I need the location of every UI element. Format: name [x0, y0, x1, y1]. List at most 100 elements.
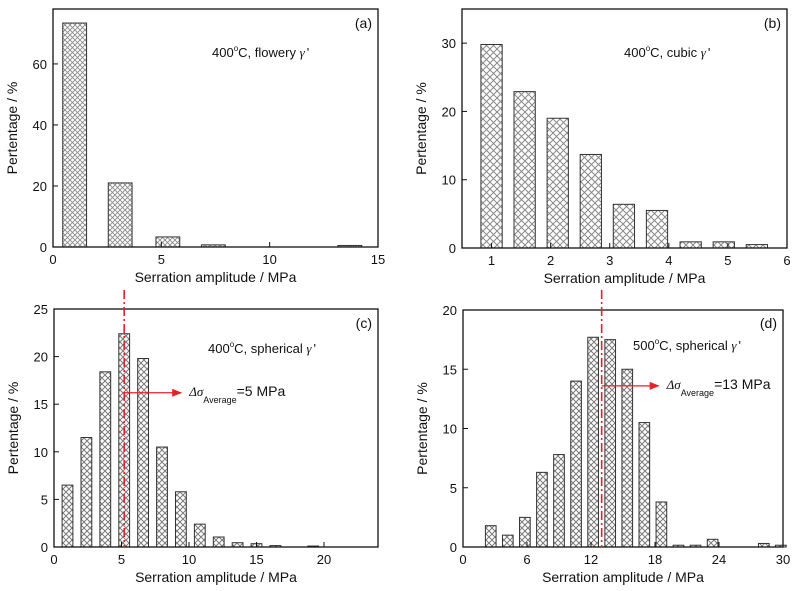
bar	[519, 516, 531, 548]
bar	[579, 153, 602, 249]
panel-label: (b)	[764, 15, 781, 31]
degree-symbol: o	[234, 44, 239, 53]
gamma-symbol: γ	[306, 341, 312, 356]
x-tick-label: 3	[606, 253, 613, 268]
average-value: =5 MPa	[237, 383, 286, 399]
x-tick-label: 6	[783, 253, 790, 268]
y-tick-label: 10	[443, 422, 457, 437]
bar	[546, 117, 569, 249]
x-tick-label: 6	[523, 552, 530, 567]
x-tick-label: 24	[712, 552, 726, 567]
bar	[193, 523, 206, 548]
y-tick-label: 30	[442, 36, 456, 51]
y-tick-label: 15	[34, 397, 48, 412]
panel-b: 1 2 3 4 5 6 0 10 20 30 Serration amplitude / MPa Pe…	[413, 8, 791, 286]
bar	[612, 203, 636, 249]
annotation-unit-morphology: C, flowery	[238, 45, 299, 60]
bar	[536, 471, 548, 548]
x-tick-label: 2	[547, 253, 554, 268]
y-tick-label: 15	[443, 362, 457, 377]
bar	[587, 336, 599, 548]
panel-label: (c)	[356, 315, 372, 331]
annotation-unit-morphology: C, spherical	[659, 338, 731, 353]
condition-annotation: 400oC, flowery γ '	[212, 44, 309, 60]
y-tick-label: 20	[442, 104, 456, 119]
condition-annotation: 400oC, spherical γ '	[208, 340, 316, 356]
x-tick-label: 12	[584, 552, 598, 567]
prime-symbol: '	[307, 45, 309, 60]
y-tick-label: 20	[33, 179, 47, 194]
y-tick-label: 40	[33, 118, 47, 133]
average-value: =13 MPa	[714, 376, 771, 392]
x-tick-label: 18	[648, 552, 662, 567]
annotation-temperature: 400	[208, 341, 230, 356]
bar	[645, 209, 669, 249]
panel-label: (a)	[355, 15, 372, 31]
x-axis-label: Serration amplitude / MPa	[542, 569, 704, 585]
bars	[480, 44, 768, 249]
x-tick-label: 5	[118, 552, 125, 567]
y-tick-label: 0	[41, 540, 48, 555]
bar	[712, 241, 735, 249]
delta-sigma-symbol: Δσ	[188, 384, 204, 399]
y-tick-label: 60	[33, 57, 47, 72]
degree-symbol: o	[655, 337, 660, 346]
y-tick-label: 0	[449, 241, 456, 256]
bar	[484, 525, 497, 548]
average-subscript: Average	[681, 388, 714, 398]
annotation-unit-morphology: C, spherical	[234, 341, 306, 356]
annotation-unit-morphology: C, cubic	[650, 45, 701, 60]
average-label: ΔσAverage=5 MPa	[188, 383, 285, 405]
condition-annotation: 500oC, spherical γ '	[633, 337, 741, 353]
bar	[212, 536, 225, 548]
gamma-symbol: γ	[300, 45, 306, 60]
x-tick-label: 5	[158, 252, 165, 267]
bar	[638, 422, 651, 548]
panel-a: 0 5 10 15 0 20 40 60 Serration amplitude / MPa Pe…	[4, 8, 385, 285]
x-tick-label: 10	[262, 252, 276, 267]
x-tick-label: 4	[665, 253, 672, 268]
bar	[61, 484, 74, 548]
bar	[62, 22, 88, 248]
x-tick-label: 1	[488, 253, 495, 268]
bar	[655, 501, 668, 548]
y-axis-label: Pertentage / %	[413, 82, 429, 175]
bar	[155, 236, 181, 248]
y-axis-label: Pertentage / %	[5, 382, 21, 475]
y-tick-label: 25	[34, 302, 48, 317]
x-tick-label: 0	[49, 252, 56, 267]
bars	[61, 333, 320, 548]
y-axis-label: Pertentage / %	[414, 382, 430, 475]
bars	[484, 336, 787, 548]
average-subscript: Average	[203, 395, 236, 405]
bar	[99, 371, 112, 548]
panel-c: 0 5 10 15 20 0 5 10 15 20 25 Serration amplitude / …	[5, 290, 379, 585]
plot-frame	[53, 308, 379, 548]
plot-frame	[461, 8, 788, 249]
gamma-symbol: γ	[701, 45, 707, 60]
degree-symbol: o	[230, 340, 235, 349]
average-label: ΔσAverage=13 MPa	[666, 376, 771, 398]
x-axis-label: Serration amplitude / MPa	[135, 569, 297, 585]
annotation-temperature: 500	[633, 338, 655, 353]
condition-annotation: 400oC, cubic γ '	[624, 44, 710, 60]
bar	[604, 339, 617, 548]
bar	[621, 368, 634, 548]
y-tick-label: 10	[34, 445, 48, 460]
x-tick-label: 0	[50, 552, 57, 567]
degree-symbol: o	[646, 44, 651, 53]
annotation-temperature: 400	[624, 45, 646, 60]
bar	[501, 534, 514, 548]
bar	[706, 538, 719, 548]
prime-symbol: '	[708, 45, 710, 60]
bar	[480, 44, 503, 249]
prime-symbol: '	[739, 338, 741, 353]
y-tick-label: 20	[34, 350, 48, 365]
y-tick-label: 0	[450, 540, 457, 555]
y-tick-label: 5	[450, 481, 457, 496]
bar	[553, 454, 565, 548]
bar	[80, 437, 93, 548]
bar	[137, 358, 149, 548]
prime-symbol: '	[314, 341, 316, 356]
